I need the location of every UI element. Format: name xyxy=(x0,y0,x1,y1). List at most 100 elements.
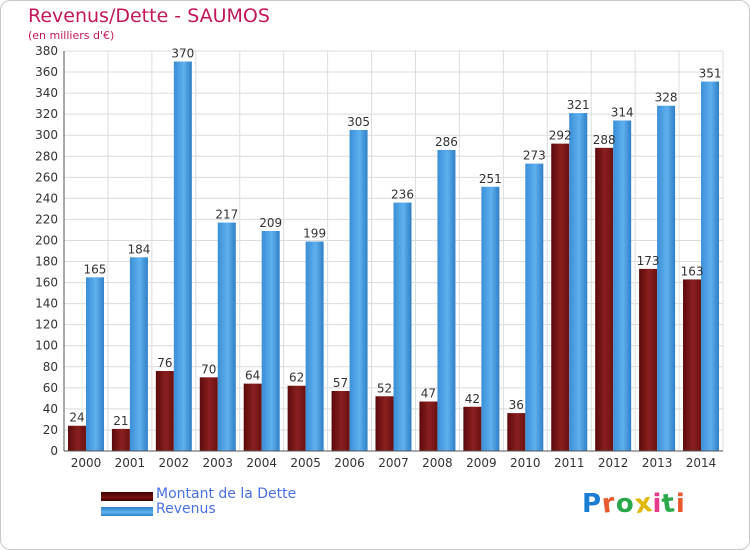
data-label-revenus: 209 xyxy=(259,216,282,230)
y-tick-label: 40 xyxy=(43,402,58,416)
x-tick-label: 2009 xyxy=(466,456,497,470)
legend-label-revenus: Revenus xyxy=(156,501,216,517)
bar-dette xyxy=(287,385,306,451)
bar-dette xyxy=(331,391,350,451)
bar-revenus xyxy=(305,241,324,451)
legend-swatch-revenus xyxy=(101,507,153,516)
bar-dette xyxy=(243,383,262,451)
data-label-revenus: 286 xyxy=(435,135,458,149)
legend-swatch-debt xyxy=(101,492,153,501)
bar-revenus xyxy=(525,163,544,451)
bar-revenus xyxy=(569,113,588,452)
y-tick-label: 80 xyxy=(43,360,58,374)
data-label-revenus: 351 xyxy=(699,67,722,81)
bar-dette xyxy=(375,396,394,451)
data-label-dette: 173 xyxy=(637,254,660,268)
data-label-dette: 47 xyxy=(421,387,436,401)
y-tick-label: 60 xyxy=(43,381,58,395)
y-tick-label: 160 xyxy=(35,276,58,290)
bar-revenus xyxy=(701,81,720,452)
y-tick-label: 320 xyxy=(35,107,58,121)
y-tick-label: 360 xyxy=(35,65,58,79)
data-label-revenus: 184 xyxy=(127,242,150,256)
x-tick-label: 2014 xyxy=(686,456,717,470)
bar-dette xyxy=(199,377,218,451)
data-label-revenus: 314 xyxy=(611,105,634,119)
data-label-dette: 62 xyxy=(289,371,304,385)
data-label-dette: 292 xyxy=(549,129,572,143)
proxiti-logo: Proxiti xyxy=(582,487,686,521)
data-label-revenus: 321 xyxy=(567,98,590,112)
x-tick-label: 2007 xyxy=(378,456,409,470)
logo-letter: i xyxy=(652,489,663,519)
bar-revenus xyxy=(85,277,104,451)
y-tick-label: 20 xyxy=(43,423,58,437)
data-label-dette: 64 xyxy=(245,369,260,383)
y-tick-label: 380 xyxy=(35,44,58,58)
x-tick-label: 2004 xyxy=(246,456,277,470)
data-label-dette: 288 xyxy=(593,133,616,147)
bar-revenus xyxy=(437,149,456,451)
x-tick-label: 2001 xyxy=(115,456,146,470)
y-tick-label: 260 xyxy=(35,170,58,184)
bar-dette xyxy=(111,428,130,451)
bar-dette xyxy=(551,143,570,451)
bar-revenus xyxy=(393,202,412,451)
legend-label-debt: Montant de la Dette xyxy=(156,486,297,502)
y-tick-label: 0 xyxy=(50,444,58,458)
y-tick-label: 200 xyxy=(35,233,58,247)
data-label-revenus: 251 xyxy=(479,172,502,186)
bar-dette xyxy=(639,268,658,451)
bar-revenus xyxy=(657,105,676,451)
x-tick-label: 2000 xyxy=(71,456,102,470)
chart-subtitle: (en milliers d'€) xyxy=(28,29,115,42)
logo-letter: x xyxy=(632,487,655,521)
bar-revenus xyxy=(261,231,280,451)
y-tick-label: 280 xyxy=(35,149,58,163)
x-tick-label: 2006 xyxy=(334,456,365,470)
data-label-revenus: 370 xyxy=(171,47,194,61)
y-tick-label: 300 xyxy=(35,128,58,142)
y-tick-label: 140 xyxy=(35,297,58,311)
data-label-revenus: 165 xyxy=(84,262,107,276)
data-label-revenus: 217 xyxy=(215,208,238,222)
data-label-dette: 70 xyxy=(201,362,216,376)
chart-title: Revenus/Dette - SAUMOS xyxy=(28,5,270,27)
logo-letter: P xyxy=(582,489,603,519)
data-label-dette: 24 xyxy=(69,411,84,425)
bar-dette xyxy=(683,279,702,451)
bar-revenus xyxy=(173,61,192,452)
x-tick-label: 2008 xyxy=(422,456,453,470)
data-label-dette: 76 xyxy=(157,356,172,370)
x-tick-label: 2013 xyxy=(642,456,673,470)
data-label-revenus: 236 xyxy=(391,188,414,202)
data-label-revenus: 273 xyxy=(523,149,546,163)
bar-dette xyxy=(419,401,438,451)
y-tick-label: 240 xyxy=(35,191,58,205)
y-tick-label: 180 xyxy=(35,255,58,269)
bar-dette xyxy=(507,413,526,451)
y-tick-label: 100 xyxy=(35,339,58,353)
bar-dette xyxy=(595,147,614,451)
data-label-revenus: 305 xyxy=(347,115,370,129)
bar-revenus xyxy=(217,222,236,451)
data-label-dette: 163 xyxy=(681,264,704,278)
data-label-dette: 57 xyxy=(333,376,348,390)
x-tick-label: 2011 xyxy=(554,456,585,470)
x-tick-label: 2010 xyxy=(510,456,541,470)
data-label-revenus: 199 xyxy=(303,227,326,241)
x-tick-label: 2003 xyxy=(202,456,233,470)
bar-revenus xyxy=(349,129,368,451)
bar-dette xyxy=(463,406,482,451)
x-tick-label: 2012 xyxy=(598,456,629,470)
x-tick-label: 2005 xyxy=(290,456,321,470)
data-label-dette: 42 xyxy=(465,392,480,406)
bar-revenus xyxy=(129,257,148,451)
data-label-dette: 36 xyxy=(509,398,524,412)
logo-letter: o xyxy=(615,489,635,519)
logo-letter: i xyxy=(675,489,686,519)
bar-revenus xyxy=(481,186,500,451)
data-label-dette: 52 xyxy=(377,381,392,395)
y-tick-label: 340 xyxy=(35,86,58,100)
